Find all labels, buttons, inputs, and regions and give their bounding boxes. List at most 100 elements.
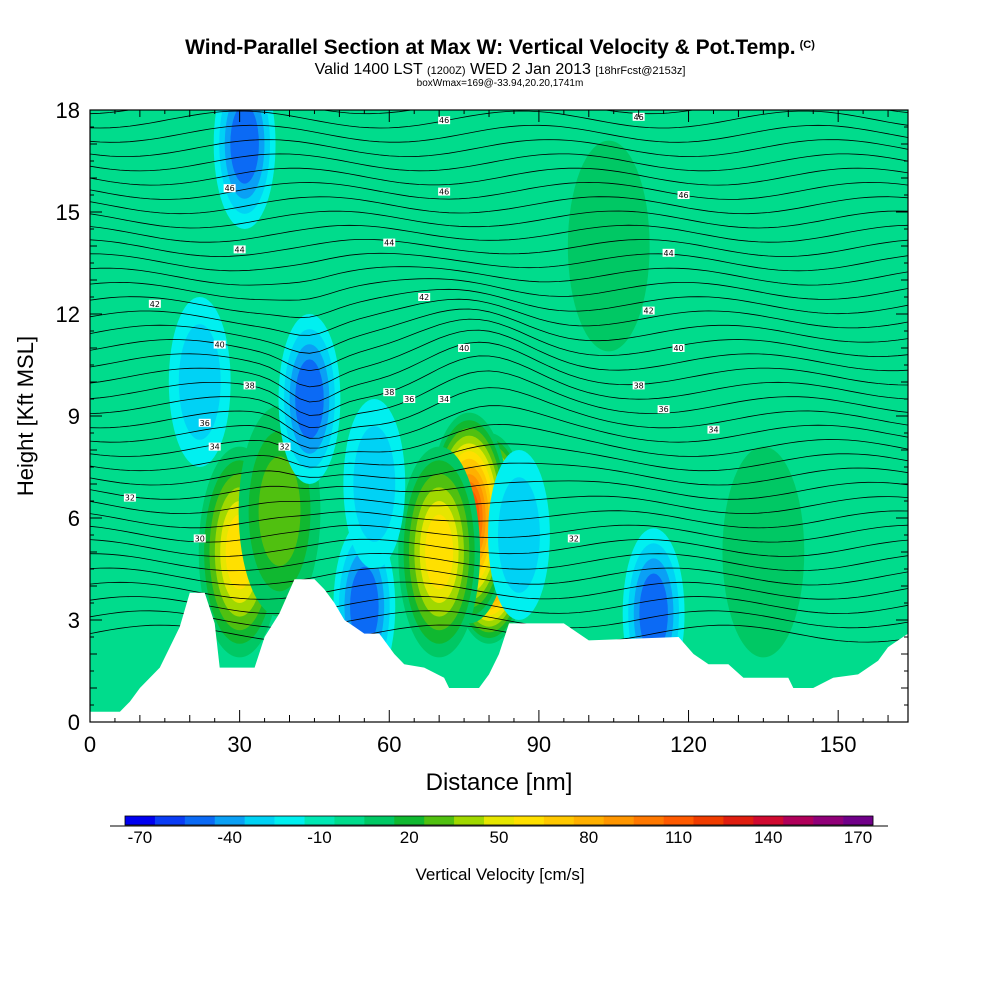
x-tick-label: 60	[377, 732, 401, 757]
theta-contour-line	[90, 288, 908, 319]
colorbar-swatch	[214, 816, 245, 825]
theta-label-bg	[198, 418, 211, 427]
theta-label: 36	[403, 395, 416, 404]
theta-label: 38	[632, 381, 645, 390]
theta-label-text: 36	[404, 395, 414, 404]
theta-label-text: 38	[245, 381, 255, 390]
colorbar-tick-label: -70	[128, 828, 153, 847]
theta-label: 42	[642, 306, 655, 316]
theta-contour-line	[90, 462, 908, 486]
colorbar-swatch	[184, 816, 216, 825]
colorbar-swatch	[543, 816, 575, 825]
theta-contour-line	[90, 139, 908, 158]
theta-label-bg	[383, 238, 396, 247]
w-cell-contour	[353, 426, 396, 542]
theta-label-text: 32	[569, 534, 579, 543]
box-info: boxWmax=169@-33.94,20.20,1741m	[416, 78, 584, 89]
w-cell-contour	[178, 324, 221, 440]
copyright-mark: (C)	[799, 39, 815, 51]
theta-label: 40	[458, 344, 471, 353]
theta-label-text: 34	[439, 395, 449, 404]
colorbar-swatch	[783, 816, 814, 825]
theta-label-bg	[677, 191, 690, 199]
theta-label-text: 46	[225, 184, 235, 193]
theta-contour-line	[90, 153, 908, 172]
theta-label: 42	[418, 293, 431, 302]
theta-contour-line	[90, 624, 908, 643]
theta-label-text: 34	[210, 443, 220, 452]
theta-contour-line	[90, 405, 908, 449]
theta-label-bg	[438, 116, 451, 125]
x-tick-label: 90	[527, 732, 551, 757]
y-tick-label: 12	[56, 302, 80, 327]
theta-label-text: 30	[195, 534, 205, 543]
theta-label-text: 44	[663, 249, 673, 258]
colorbar-swatch	[843, 816, 874, 825]
theta-label-bg	[148, 299, 161, 308]
theta-label-text: 36	[659, 405, 669, 414]
theta-contour-line	[90, 495, 908, 515]
theta-label-bg	[438, 187, 451, 196]
valid-time: Valid 1400 LST (1200Z) WED 2 Jan 2013 [1…	[0, 61, 1000, 79]
theta-label: 36	[198, 418, 211, 428]
theta-contour-line	[90, 538, 908, 557]
terrain	[90, 579, 908, 722]
colorbar-tick-label: 50	[490, 828, 509, 847]
theta-label: 44	[233, 245, 246, 254]
colorbar-tick-label: -40	[217, 828, 242, 847]
colorbar-swatch	[753, 816, 784, 825]
theta-contour-line	[90, 341, 908, 403]
theta-label-bg	[223, 184, 236, 193]
theta-label-text: 32	[279, 443, 289, 452]
theta-contour-line	[90, 610, 908, 629]
y-tick-label: 18	[56, 98, 80, 123]
theta-label-text: 46	[439, 116, 449, 125]
theta-label-text: 40	[459, 344, 469, 353]
theta-label: 40	[672, 344, 685, 353]
colorbar-swatch	[573, 816, 605, 825]
theta-label-text: 42	[644, 307, 654, 316]
theta-contour-line	[90, 318, 908, 372]
colorbar: -70 -40 -10 20 50 80 110 140 170 Vertical Velocit…	[110, 815, 888, 884]
theta-label-text: 36	[200, 419, 210, 428]
theta-label-bg	[208, 442, 221, 451]
w-cell	[488, 450, 550, 620]
w-cell	[278, 314, 341, 484]
theta-contour-line	[90, 480, 908, 500]
theta-contour-line	[90, 181, 908, 200]
theta-contours	[90, 110, 908, 643]
theta-label: 44	[383, 238, 396, 248]
theta-contour-line	[90, 553, 908, 572]
valid-utc: (1200Z)	[426, 65, 466, 77]
w-cell-contour	[567, 140, 650, 352]
w-cell-contour	[258, 456, 301, 567]
theta-label-bg	[458, 344, 471, 352]
theta-label: 34	[438, 395, 451, 404]
theta-label-text: 44	[235, 245, 245, 254]
y-tick-label: 3	[68, 608, 80, 633]
colorbar-swatch	[603, 816, 634, 825]
theta-label-bg	[642, 306, 655, 315]
theta-label-bg	[567, 534, 580, 543]
theta-label: 46	[677, 191, 690, 200]
x-tick-label: 0	[84, 732, 96, 757]
theta-label-bg	[438, 395, 451, 403]
theta-label: 36	[657, 405, 670, 414]
w-cell-contour	[425, 514, 454, 590]
colorbar-swatch	[513, 816, 545, 825]
colorbar-tick-label: 80	[579, 828, 598, 847]
y-tick-label: 6	[68, 506, 80, 531]
theta-label-text: 38	[634, 381, 644, 390]
y-axis-label: Height [Kft MSL]	[13, 336, 38, 496]
theta-contour-line	[90, 387, 908, 439]
theta-contour-line	[90, 298, 908, 336]
colorbar-frame	[124, 815, 874, 826]
theta-label-text: 32	[125, 494, 135, 503]
w-cell	[213, 110, 276, 229]
theta-label-text: 46	[634, 113, 644, 122]
colorbar-swatch	[813, 816, 844, 825]
theta-label: 38	[243, 381, 256, 390]
x-axis-label: Distance [nm]	[426, 769, 573, 796]
theta-contour-line	[90, 581, 908, 600]
theta-contour-line	[90, 110, 908, 129]
